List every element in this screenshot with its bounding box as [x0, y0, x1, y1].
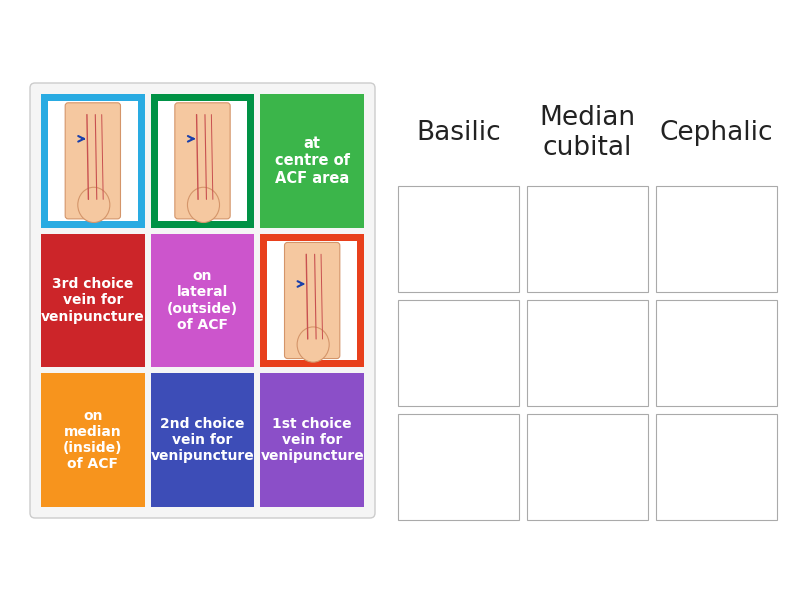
FancyBboxPatch shape: [65, 103, 121, 219]
Bar: [41, 373, 145, 507]
Text: 1st choice
vein for
venipuncture: 1st choice vein for venipuncture: [260, 417, 364, 463]
Bar: [656, 300, 777, 406]
Text: 3rd choice
vein for
venipuncture: 3rd choice vein for venipuncture: [41, 277, 145, 323]
Bar: [527, 186, 648, 292]
Bar: [267, 241, 357, 361]
Text: on
median
(inside)
of ACF: on median (inside) of ACF: [63, 409, 122, 472]
Bar: [48, 101, 138, 221]
Ellipse shape: [297, 327, 329, 362]
Text: Basilic: Basilic: [416, 120, 501, 146]
Bar: [398, 414, 519, 520]
FancyBboxPatch shape: [175, 103, 230, 219]
Bar: [158, 101, 247, 221]
Bar: [260, 233, 364, 367]
FancyBboxPatch shape: [30, 83, 375, 518]
Bar: [260, 373, 364, 507]
FancyBboxPatch shape: [285, 242, 340, 359]
Text: Cephalic: Cephalic: [660, 120, 774, 146]
Ellipse shape: [187, 187, 219, 223]
Bar: [398, 300, 519, 406]
Bar: [260, 94, 364, 227]
Text: at
centre of
ACF area: at centre of ACF area: [274, 136, 350, 186]
Text: on
lateral
(outside)
of ACF: on lateral (outside) of ACF: [167, 269, 238, 332]
Bar: [527, 300, 648, 406]
Bar: [398, 186, 519, 292]
Bar: [656, 186, 777, 292]
Bar: [150, 94, 254, 227]
Text: 2nd choice
vein for
venipuncture: 2nd choice vein for venipuncture: [150, 417, 254, 463]
Bar: [527, 414, 648, 520]
Bar: [150, 373, 254, 507]
Bar: [41, 233, 145, 367]
Bar: [150, 233, 254, 367]
Bar: [41, 94, 145, 227]
Bar: [656, 414, 777, 520]
Ellipse shape: [78, 187, 110, 223]
Text: Median
cubital: Median cubital: [539, 105, 635, 161]
